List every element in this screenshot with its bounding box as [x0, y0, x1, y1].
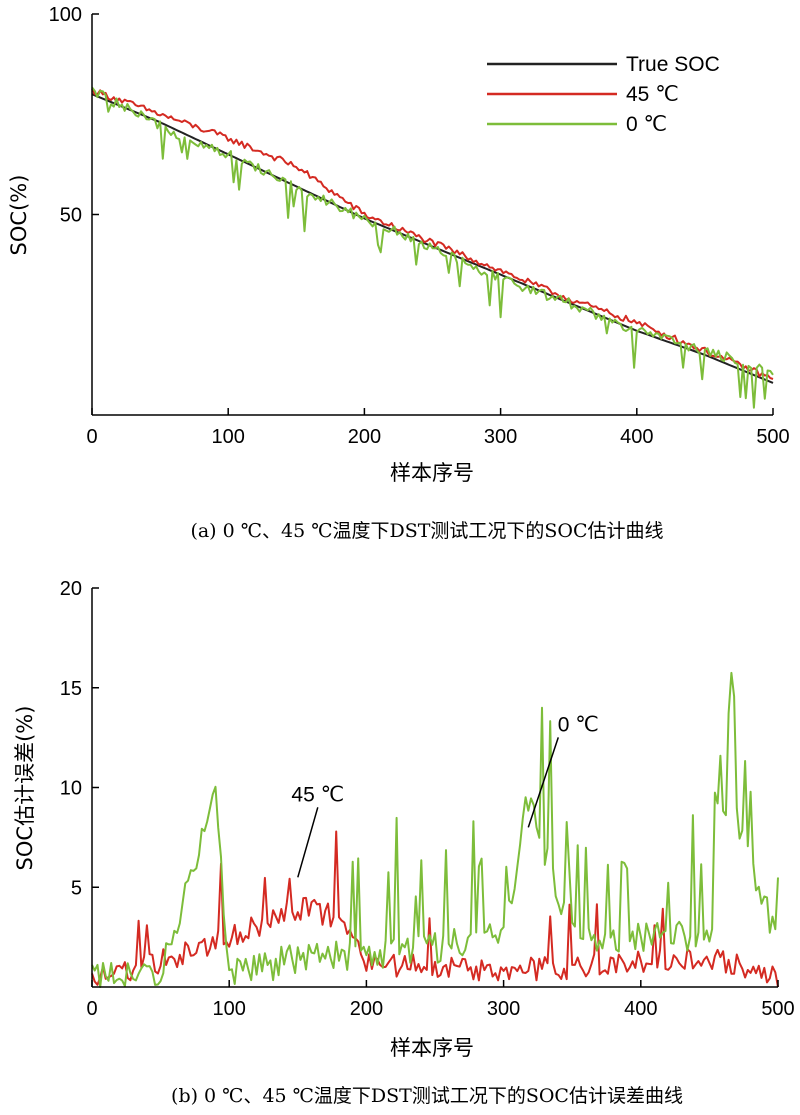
panel-a-x-tick-label: 400: [620, 426, 653, 448]
panel-a-y-tick-label: 50: [60, 205, 82, 227]
panel-b-series-0-1: [91, 671, 779, 988]
legend-label-2: 0 ℃: [626, 113, 667, 136]
panel-b-axes: [91, 588, 778, 988]
panel-a-x-tick-label: 500: [756, 426, 789, 448]
panel-a-legend: True SOC 45 ℃ 0 ℃: [487, 53, 720, 136]
panel-b-y-tick-label: 20: [60, 578, 82, 600]
panel-a-series-group: [91, 86, 774, 409]
panel-b-series-group: [91, 671, 779, 988]
panel-b-y-tick-label: 5: [71, 877, 82, 899]
panel-a-series-45-1: [91, 88, 774, 380]
annotation-leader-0: [297, 807, 319, 878]
legend-label-0: True SOC: [626, 53, 720, 76]
panel-a-y-tick-label: 100: [49, 4, 82, 26]
panel-a-series-true-soc-0: [91, 93, 774, 384]
annotation-label-1: 0 ℃: [558, 713, 599, 736]
panel-b-caption: (b) 0 ℃、45 ℃温度下DST测试工况下的SOC估计误差曲线: [171, 1085, 683, 1107]
panel-b-series-45-0: [91, 830, 779, 988]
panel-a-x-tick-label: 100: [212, 426, 245, 448]
panel-a-chart: 0 100 200 300 400 500 50 100 SOC(%) 样本序号 True S…: [7, 4, 790, 542]
panel-b-y-tick-label: 10: [60, 778, 82, 800]
panel-a-caption: (a) 0 ℃、45 ℃温度下DST测试工况下的SOC估计曲线: [190, 520, 663, 542]
annotation-leader-1: [527, 737, 560, 828]
panel-a-x-tick-label: 200: [348, 426, 381, 448]
panel-b-annotations: 45 ℃ 0 ℃: [291, 713, 599, 878]
panel-a-y-axis-label: SOC(%): [7, 175, 31, 256]
panel-a-x-axis-label: 样本序号: [390, 461, 474, 485]
panel-b-x-tick-label: 300: [487, 998, 520, 1020]
panel-b-x-tick-label: 200: [350, 998, 383, 1020]
panel-b-y-axis-label: SOC估计误差(%): [13, 706, 37, 871]
panel-b-y-tick-label: 15: [60, 678, 82, 700]
panel-a-x-tick-label: 0: [86, 426, 97, 448]
legend-label-1: 45 ℃: [626, 83, 679, 106]
panel-a-x-tick-label: 300: [484, 426, 517, 448]
panel-b-x-tick-label: 100: [213, 998, 246, 1020]
panel-a-series-0-2: [91, 86, 774, 409]
panel-b-x-axis-label: 样本序号: [390, 1036, 474, 1060]
panel-b-x-tick-label: 0: [86, 998, 97, 1020]
panel-b-x-tick-label: 400: [624, 998, 657, 1020]
annotation-label-0: 45 ℃: [291, 783, 344, 806]
panel-b-x-tick-label: 500: [761, 998, 794, 1020]
